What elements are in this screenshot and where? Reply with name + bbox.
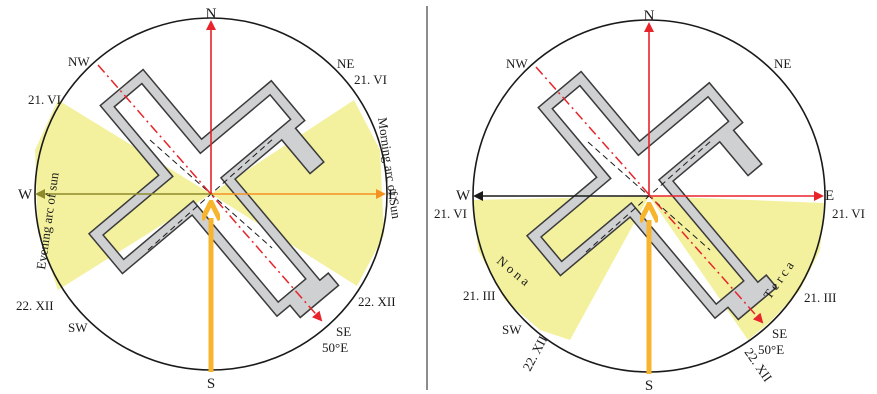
east-label: E: [388, 187, 397, 203]
date-dec-west: 22. XII: [16, 298, 54, 313]
date-dec-west-right: 22. XII: [519, 333, 550, 373]
left-panel: N S E W NE NW SE SW 50°E 21. VI 21. VI 2…: [16, 6, 404, 392]
east-label-right: E: [825, 188, 834, 204]
azimuth-label-right: 50°E: [758, 342, 784, 357]
right-panel: N S E W NE NW SE SW 50°E 21. VI 21. VI 2…: [434, 8, 865, 394]
orientation-50e-line: [97, 64, 323, 322]
south-label: S: [207, 376, 215, 392]
date-dec-east: 22. XII: [358, 294, 396, 309]
southwest-label: SW: [68, 320, 88, 335]
building-plan: [87, 68, 340, 319]
west-label-right: W: [456, 188, 471, 204]
northwest-label: NW: [68, 54, 90, 69]
date-june-east: 21. VI: [354, 72, 387, 87]
morning-sun-sector: [211, 100, 384, 286]
southwest-label-right: SW: [502, 322, 522, 337]
orientation-50e-line-right: [535, 66, 764, 324]
northeast-label-right: NE: [774, 56, 791, 71]
southeast-label-right: SE: [772, 326, 787, 341]
date-june-east-right: 21. VI: [832, 206, 865, 221]
date-march-east-right: 21. III: [804, 290, 837, 305]
date-june-west: 21. VI: [28, 92, 61, 107]
west-label: W: [18, 187, 33, 203]
northwest-label-right: NW: [506, 56, 528, 71]
south-label-right: S: [645, 378, 653, 394]
southeast-label: SE: [336, 324, 351, 339]
north-label: N: [206, 6, 217, 22]
date-june-west-right: 21. VI: [434, 206, 467, 221]
north-label-right: N: [644, 8, 655, 24]
building-plan-right: [525, 70, 778, 321]
azimuth-label: 50°E: [322, 340, 348, 355]
northeast-label: NE: [337, 56, 354, 71]
evening-sun-sector: [35, 100, 211, 290]
date-march-west-right: 21. III: [463, 288, 496, 303]
